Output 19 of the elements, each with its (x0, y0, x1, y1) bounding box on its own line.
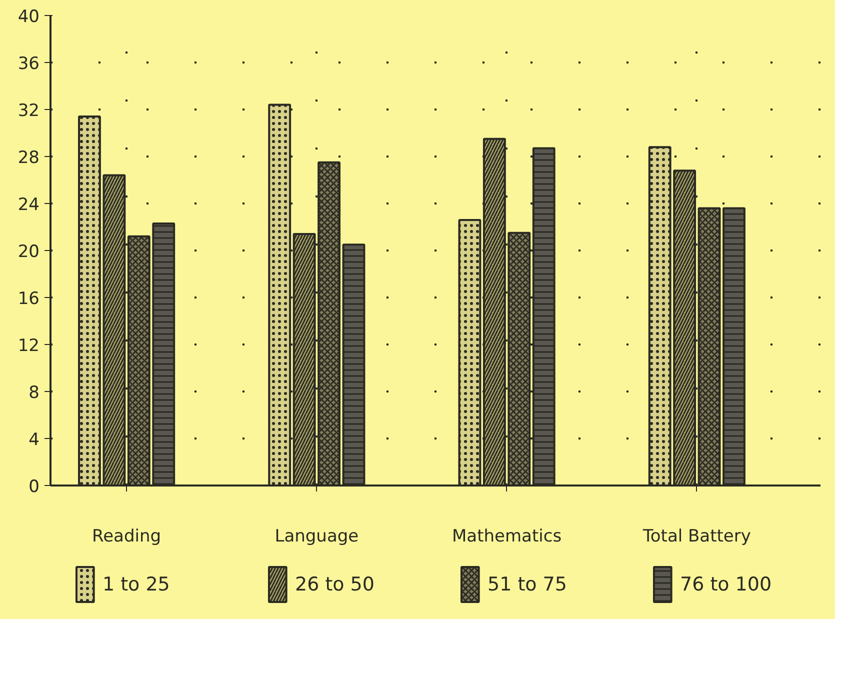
y-tick-label: 0 (28, 477, 40, 497)
y-tick-label: 8 (28, 383, 40, 403)
y-tick-label: 40 (18, 7, 40, 27)
x-tick-label: Reading (92, 526, 162, 546)
y-tick-label: 4 (28, 430, 40, 450)
y-tick-label: 24 (18, 195, 40, 215)
legend-label: 76 to 100 (680, 574, 772, 596)
y-tick-label: 20 (18, 242, 40, 262)
legend-label: 1 to 25 (102, 574, 170, 596)
y-tick-label: 12 (18, 336, 40, 356)
y-tick-label: 28 (18, 148, 40, 168)
legend-label: 26 to 50 (294, 574, 374, 596)
y-tick-label: 36 (18, 54, 40, 74)
x-tick-label: Total Battery (642, 526, 751, 546)
legend-label: 51 to 75 (487, 574, 567, 596)
x-tick-label: Language (274, 526, 359, 546)
y-tick-label: 16 (18, 289, 40, 309)
y-tick-label: 32 (18, 101, 40, 121)
x-tick-label: Mathematics (452, 526, 562, 546)
